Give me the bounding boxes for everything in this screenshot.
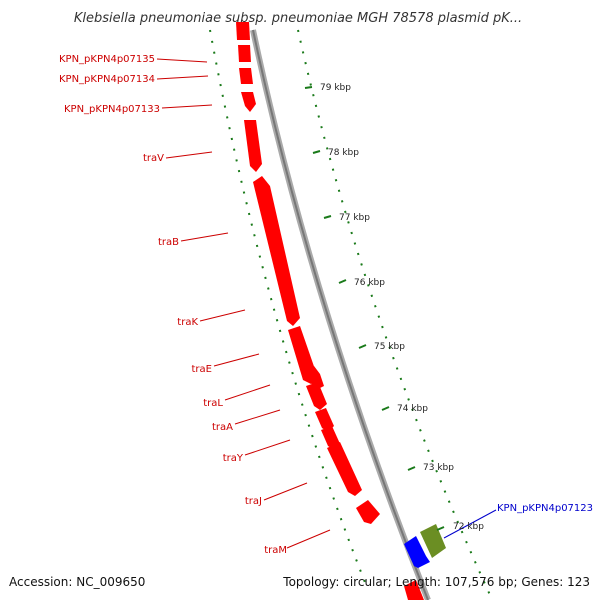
gene-label-kpn07123: KPN_pKPN4p07123 <box>497 503 593 514</box>
gene-label-kpn07134: KPN_pKPN4p07134 <box>59 74 155 85</box>
leader-line <box>234 409 281 425</box>
kbp-label-76: 76 kbp <box>354 278 385 288</box>
kbp-tick <box>407 466 416 471</box>
leader-line <box>286 529 331 549</box>
gene-label-traJ: traJ <box>245 496 262 507</box>
gene-label-traV: traV <box>143 153 164 164</box>
leader-line <box>180 232 229 242</box>
forward-genes <box>236 22 424 600</box>
gene-arrow-blue <box>404 536 430 568</box>
gene-arrow <box>253 176 300 326</box>
kbp-tick <box>323 215 332 219</box>
gene-arrow <box>238 45 251 62</box>
gene-label-traL: traL <box>203 398 223 409</box>
kbp-tick <box>338 279 347 284</box>
kbp-tick <box>358 344 367 349</box>
kbp-label-79: 79 kbp <box>320 83 351 93</box>
gene-label-kpn07135: KPN_pKPN4p07135 <box>59 54 155 65</box>
kbp-tick <box>436 526 445 531</box>
gene-label-traM: traM <box>264 545 287 556</box>
gene-arrow <box>327 442 362 496</box>
gene-label-group: KPN_pKPN4p07135 KPN_pKPN4p07134 KPN_pKPN… <box>59 54 593 556</box>
gene-label-traB: traB <box>158 237 179 248</box>
leader-line <box>244 439 291 456</box>
kbp-label-78: 78 kbp <box>328 148 359 158</box>
leader-line <box>263 482 308 501</box>
kbp-label-73: 73 kbp <box>423 463 454 473</box>
kbp-label-77: 77 kbp <box>339 213 370 223</box>
kbp-tick <box>381 406 390 411</box>
kbp-label-75: 75 kbp <box>374 342 405 352</box>
leader-line <box>224 384 271 401</box>
gene-label-kpn07133: KPN_pKPN4p07133 <box>64 104 160 115</box>
summary-text: Topology: circular; Length: 107,576 bp; … <box>282 575 590 589</box>
gene-arrow <box>241 92 256 112</box>
gene-arrow <box>315 408 334 432</box>
gene-label-traK: traK <box>177 317 198 328</box>
leader-line <box>213 353 260 367</box>
leader-line <box>199 309 246 322</box>
gene-arrow <box>306 382 327 410</box>
kbp-tick-group: 79 kbp 78 kbp 77 kbp 76 kbp 75 kbp 74 kb… <box>304 83 484 532</box>
kbp-tick <box>312 150 321 154</box>
gene-arrow-green <box>420 524 446 558</box>
map-title: Klebsiella pneumoniae subsp. pneumoniae … <box>74 11 522 26</box>
gene-label-traY: traY <box>223 453 244 464</box>
reverse-genes <box>404 524 446 568</box>
kbp-label-72: 72 kbp <box>453 522 484 532</box>
leader-line <box>156 58 208 63</box>
gene-arrow <box>236 22 250 40</box>
gene-arrow <box>356 500 380 524</box>
backbone-arc <box>250 29 431 600</box>
leader-line <box>165 151 213 159</box>
leader-line-blue <box>443 509 497 539</box>
inner-dotted-arc <box>209 29 369 591</box>
accession-text: Accession: NC_009650 <box>9 575 145 589</box>
kbp-tick <box>304 86 313 89</box>
gene-arrow <box>404 580 424 600</box>
gene-label-traE: traE <box>192 364 212 375</box>
kbp-label-74: 74 kbp <box>397 404 428 414</box>
backbone-arc-core <box>252 29 429 600</box>
leader-line <box>156 75 209 80</box>
leader-line <box>161 104 213 109</box>
gene-arrow <box>244 120 262 172</box>
gene-label-traA: traA <box>212 422 233 433</box>
gene-arrow <box>239 68 253 84</box>
